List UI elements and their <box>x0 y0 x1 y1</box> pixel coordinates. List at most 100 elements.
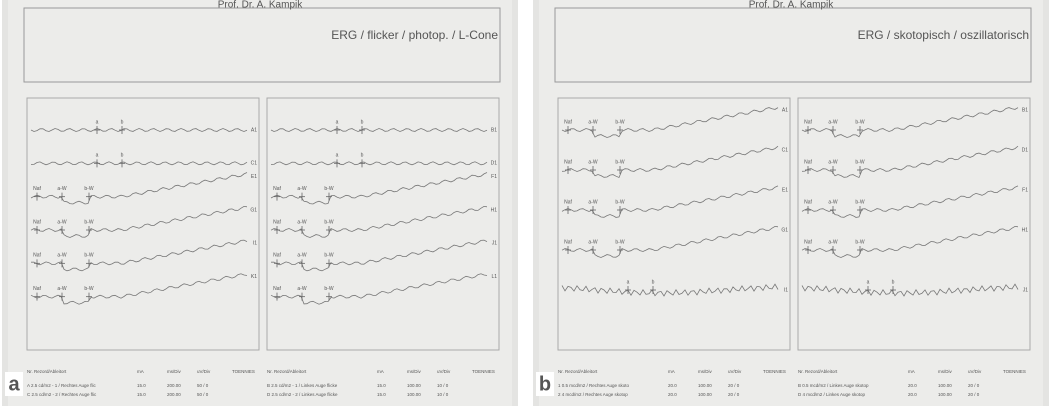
trace-label: I1 <box>784 287 788 293</box>
table-cell: 20.0 <box>668 383 677 388</box>
trace-label: E1 <box>251 174 257 180</box>
panel-title: ERG / flicker / photop. / L-Cone <box>331 28 498 42</box>
marker-label: Naf <box>33 186 41 192</box>
table-header: uV/Div <box>968 369 982 374</box>
trace-label: E1 <box>782 187 788 193</box>
table-cell: 10 / 0 <box>437 392 449 397</box>
marker-label: a-W <box>297 253 306 259</box>
table-cell: 10 / 0 <box>437 383 449 388</box>
marker-label: b <box>361 119 364 125</box>
marker-label: b <box>892 279 895 285</box>
marker-label: a-W <box>588 119 597 125</box>
table-cell: 15.0 <box>377 392 386 397</box>
marker-label: a-W <box>297 186 306 192</box>
trace-label: H1 <box>1022 227 1029 233</box>
marker-label: Naf <box>564 199 572 205</box>
marker-label: a <box>96 119 99 125</box>
trace-label: G1 <box>250 207 257 213</box>
trace-label: K1 <box>251 274 257 280</box>
table-header: uV/Div <box>197 369 211 374</box>
marker-label: a-W <box>588 239 597 245</box>
table-header: uV/Div <box>728 369 742 374</box>
trace-label: D1 <box>1022 147 1029 153</box>
marker-label: b-W <box>84 286 93 292</box>
table-cell: 200.00 <box>167 383 181 388</box>
table-cell: 20.0 <box>668 392 677 397</box>
table-cell: 15.0 <box>137 383 146 388</box>
marker-label: a-W <box>828 159 837 165</box>
table-header: TOENNIES <box>232 369 255 374</box>
marker-label: a-W <box>57 253 66 259</box>
table-cell: 20 / 0 <box>728 392 740 397</box>
marker-label: Naf <box>273 219 281 225</box>
trace-label: L1 <box>491 274 497 280</box>
table-cell: 50 / 0 <box>197 383 209 388</box>
table-cell: 15.0 <box>377 383 386 388</box>
marker-label: a-W <box>588 199 597 205</box>
marker-label: Naf <box>804 159 812 165</box>
table-header: TOENNIES <box>472 369 495 374</box>
table-cell: 100.00 <box>698 383 712 388</box>
table-cell: D 2.5 cd/m2 - 2 / Linkes Auge flicke <box>267 392 338 397</box>
figure: Prof. Dr. A. Kampik ERG / flicker / photo… <box>0 0 1051 406</box>
table-cell: 100.00 <box>938 392 952 397</box>
trace-label: A1 <box>782 107 788 113</box>
marker-label: b <box>121 119 124 125</box>
table-cell: D 4 mcd/m2 / Linkes Auge skotop <box>798 392 866 397</box>
trace-label: B1 <box>491 127 497 133</box>
panel-label: a <box>8 373 20 395</box>
table-header: ms/Div <box>938 369 952 374</box>
marker-label: a-W <box>57 219 66 225</box>
marker-label: Naf <box>33 286 41 292</box>
marker-label: b-W <box>324 186 333 192</box>
table-cell: 100.00 <box>938 383 952 388</box>
table-header: Nr. Rezord/Ableitort <box>558 369 598 374</box>
table-header: ms/Div <box>407 369 421 374</box>
marker-label: Naf <box>33 219 41 225</box>
marker-label: b-W <box>855 239 864 245</box>
table-cell: B 0.5 mcd/m2 / Linkes Auge skotop <box>798 383 869 388</box>
marker-label: Naf <box>804 199 812 205</box>
table-header: Nr. Rezord/Ableitort <box>27 369 67 374</box>
table-header: mA <box>377 369 384 374</box>
panel-label: b <box>539 373 551 395</box>
table-header: TOENNIES <box>1003 369 1026 374</box>
trace-label: F1 <box>1022 187 1028 193</box>
table-header: uV/Div <box>437 369 451 374</box>
marker-label: Naf <box>33 253 41 259</box>
table-cell: 20.0 <box>908 392 917 397</box>
marker-label: a <box>336 153 339 159</box>
trace-label: A1 <box>251 127 257 133</box>
marker-label: b <box>652 279 655 285</box>
table-cell: A 2.5 cd/m2 - 1 / Rechtes Auge flic <box>27 383 97 388</box>
table-header: mA <box>137 369 144 374</box>
table-header: Nr. Rezord/Ableitort <box>267 369 307 374</box>
trace-label: G1 <box>781 227 788 233</box>
marker-label: b-W <box>324 286 333 292</box>
marker-label: b <box>121 153 124 159</box>
marker-label: Naf <box>273 286 281 292</box>
trace-label: D1 <box>491 161 498 167</box>
table-cell: 20 / 0 <box>728 383 740 388</box>
trace-label: I1 <box>253 241 257 247</box>
trace-label: C1 <box>251 161 258 167</box>
marker-label: Naf <box>273 253 281 259</box>
marker-label: b-W <box>855 199 864 205</box>
trace-label: F1 <box>491 174 497 180</box>
marker-label: Naf <box>273 186 281 192</box>
marker-label: b-W <box>855 159 864 165</box>
marker-label: a-W <box>828 199 837 205</box>
table-cell: C 2.5 cd/m2 - 2 / Rechtes Auge flic <box>27 392 97 397</box>
trace-label: C1 <box>782 147 789 153</box>
trace-label: H1 <box>491 207 498 213</box>
table-cell: 20.0 <box>908 383 917 388</box>
table-cell: 50 / 0 <box>197 392 209 397</box>
marker-label: b-W <box>615 239 624 245</box>
marker-label: b-W <box>615 119 624 125</box>
marker-label: Naf <box>564 159 572 165</box>
table-header: ms/Div <box>698 369 712 374</box>
table-cell: 20 / 0 <box>968 383 980 388</box>
trace-label: J1 <box>1023 287 1029 293</box>
header-text: Prof. Dr. A. Kampik <box>749 0 834 11</box>
marker-label: a <box>336 119 339 125</box>
